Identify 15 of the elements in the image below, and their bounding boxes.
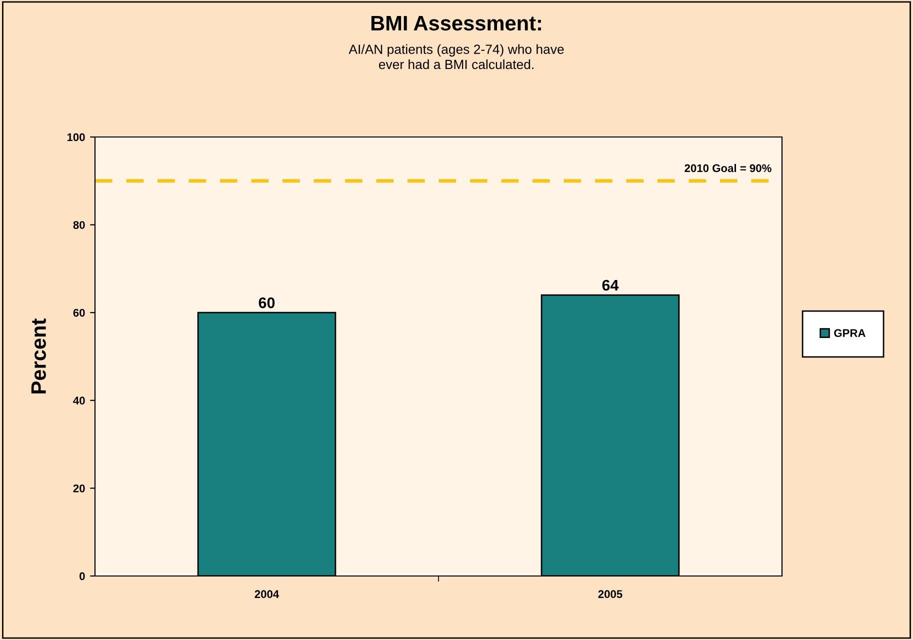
y-tick-label: 40 xyxy=(73,396,85,405)
x-tick-label: 2004 xyxy=(254,590,280,598)
y-tick-label: 0 xyxy=(80,572,85,580)
y-tick-label: 80 xyxy=(73,221,85,229)
ref-line-label: 2010 Goal = 90% xyxy=(684,164,772,172)
x-tick-label: 2005 xyxy=(598,590,622,598)
data-label: 60 xyxy=(258,297,275,308)
data-label: 64 xyxy=(602,280,619,291)
legend-label: GPRA xyxy=(834,329,866,338)
y-axis-title: Percent xyxy=(31,318,46,394)
chart-title: BMI Assessment: xyxy=(371,16,541,31)
y-tick-label: 20 xyxy=(73,484,85,492)
y-tick-label: 60 xyxy=(73,308,85,317)
y-tick-label: 100 xyxy=(67,133,85,142)
chart-subtitle: AI/AN patients (ages 2-74) who have ever had a BMI calculated. xyxy=(348,44,564,70)
